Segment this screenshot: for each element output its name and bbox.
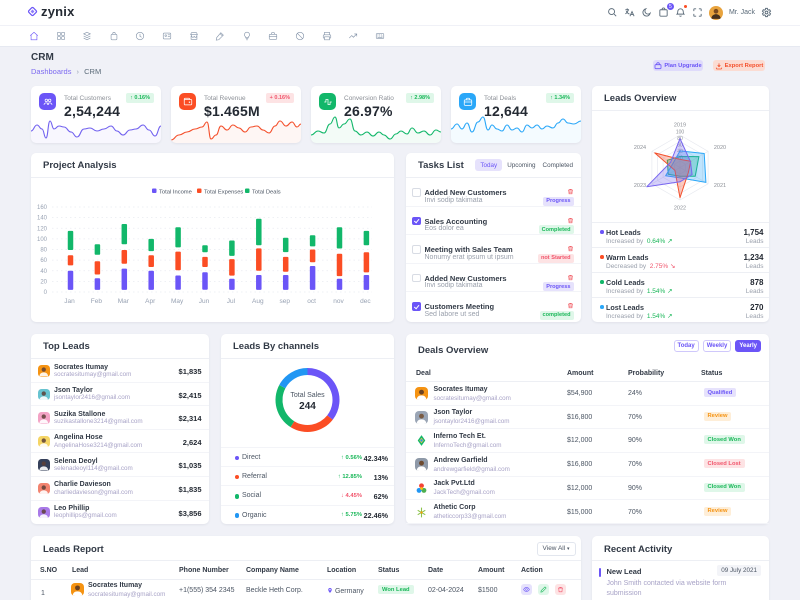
svg-text:Mar: Mar <box>118 298 130 305</box>
svg-text:40: 40 <box>40 269 47 275</box>
svg-text:2020: 2020 <box>714 145 726 151</box>
svg-text:80: 80 <box>40 248 47 254</box>
svg-text:Jun: Jun <box>199 298 210 305</box>
svg-text:May: May <box>171 298 184 305</box>
svg-text:60: 60 <box>40 258 47 264</box>
svg-text:Total Deals: Total Deals <box>252 190 281 196</box>
svg-text:0: 0 <box>44 290 48 296</box>
svg-text:2021: 2021 <box>714 183 726 189</box>
svg-text:2022: 2022 <box>674 206 686 212</box>
svg-text:20: 20 <box>677 156 683 162</box>
svg-text:2024: 2024 <box>634 145 646 151</box>
svg-text:Jan: Jan <box>64 298 75 305</box>
svg-text:2019: 2019 <box>674 123 686 129</box>
svg-text:Total Sales: Total Sales <box>290 392 325 399</box>
svg-text:oct: oct <box>307 298 316 305</box>
svg-text:60: 60 <box>677 143 683 149</box>
svg-text:20: 20 <box>40 279 47 285</box>
svg-text:Jul: Jul <box>227 298 236 305</box>
svg-text:40: 40 <box>677 149 683 155</box>
svg-text:140: 140 <box>37 216 48 222</box>
svg-text:Total Income: Total Income <box>159 190 192 196</box>
svg-text:100: 100 <box>676 130 685 136</box>
svg-text:2023: 2023 <box>634 183 646 189</box>
svg-text:Apr: Apr <box>145 298 156 305</box>
svg-text:120: 120 <box>37 226 48 232</box>
svg-text:160: 160 <box>37 205 48 211</box>
svg-text:100: 100 <box>37 237 48 243</box>
svg-text:sep: sep <box>279 298 290 305</box>
svg-text:Feb: Feb <box>91 298 103 305</box>
svg-text:nov: nov <box>333 298 344 305</box>
svg-text:Total Expenses: Total Expenses <box>204 190 243 196</box>
svg-text:Aug: Aug <box>252 298 264 305</box>
svg-text:dec: dec <box>360 298 371 305</box>
svg-text:244: 244 <box>299 401 316 412</box>
